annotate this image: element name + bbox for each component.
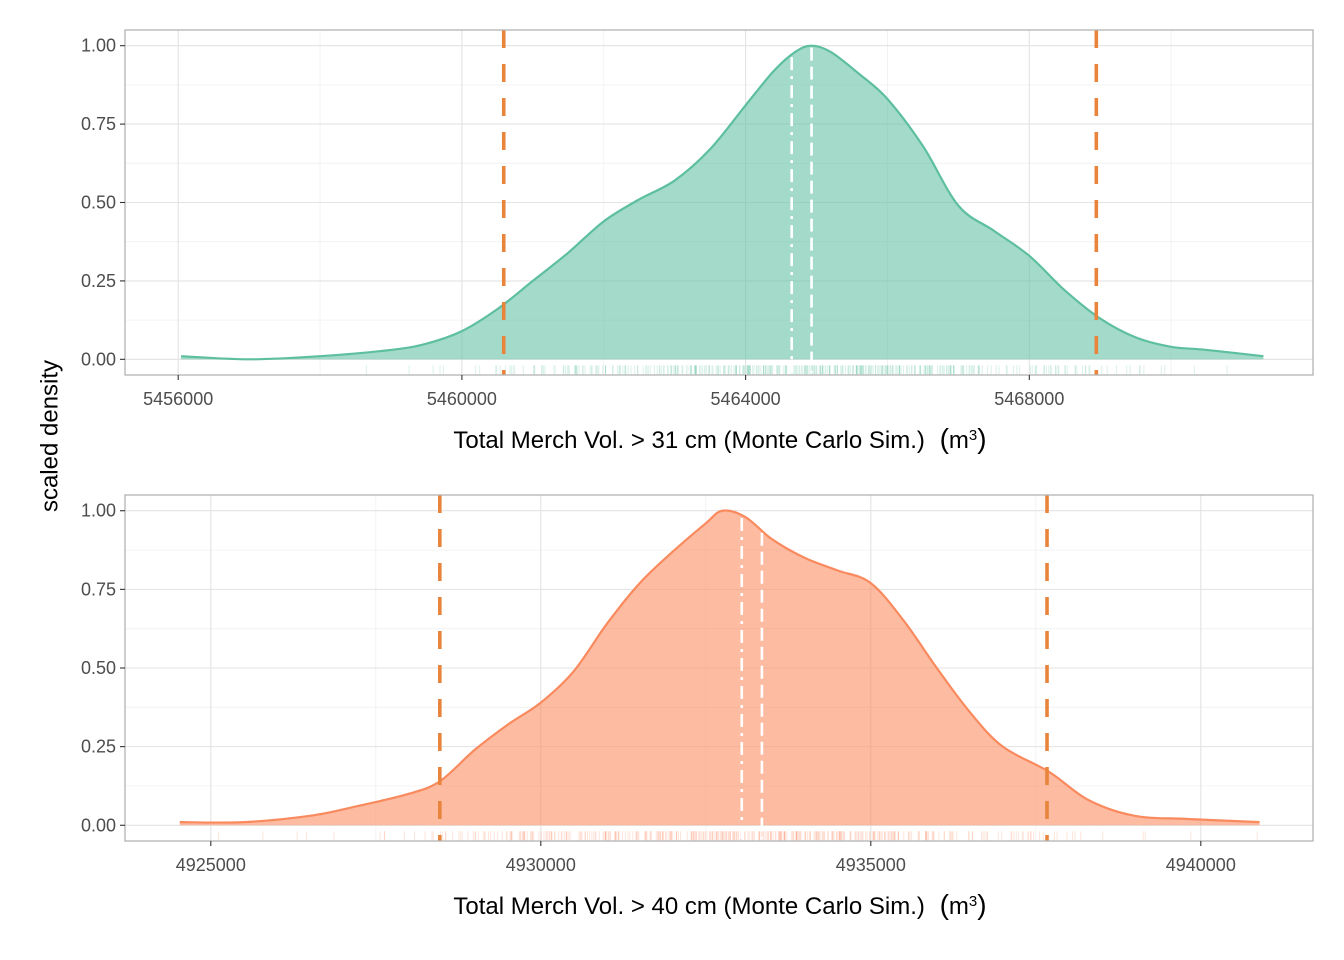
panel-bottom: 0.00 0.25 0.50 0.75 1.00 4925000 4930000 49350…	[81, 494, 1314, 920]
y-tick-label: 0.75	[81, 579, 116, 599]
x-axis-title-unit-exp: 3	[969, 893, 977, 910]
y-ticks: 0.00 0.25 0.50 0.75 1.00	[81, 36, 125, 369]
x-axis-title-unit: m	[949, 427, 969, 454]
y-tick-label: 0.00	[81, 815, 116, 835]
x-tick-label: 4935000	[836, 855, 906, 875]
y-ticks: 0.00 0.25 0.50 0.75 1.00	[81, 501, 125, 835]
x-ticks: 4925000 4930000 4935000 4940000	[176, 841, 1236, 875]
y-tick-label: 0.00	[81, 349, 116, 369]
y-tick-label: 0.25	[81, 737, 116, 757]
x-axis-title-unit-close: )	[977, 889, 986, 920]
x-tick-label: 5464000	[711, 389, 781, 409]
x-tick-label: 4925000	[176, 855, 246, 875]
x-axis-title-unit-open: (	[940, 889, 950, 920]
x-ticks: 5456000 5460000 5464000 5468000	[143, 375, 1064, 409]
density-line	[180, 44, 1264, 361]
y-tick-label: 1.00	[81, 501, 116, 521]
x-tick-label: 5456000	[143, 389, 213, 409]
x-axis-title-text: Total Merch Vol. > 31 cm (Monte Carlo Si…	[453, 427, 925, 454]
y-tick-label: 0.25	[81, 271, 116, 291]
y-tick-label: 1.00	[81, 36, 116, 56]
y-tick-label: 0.75	[81, 114, 116, 134]
x-tick-label: 4940000	[1166, 855, 1236, 875]
reference-lines	[438, 495, 1049, 841]
x-axis-title-unit-exp: 3	[969, 427, 977, 444]
x-axis-title-unit-close: )	[977, 423, 986, 454]
x-axis-title-text: Total Merch Vol. > 40 cm (Monte Carlo Si…	[453, 893, 925, 920]
x-tick-label: 4930000	[506, 855, 576, 875]
rug-marks	[365, 365, 1228, 375]
density-area	[181, 45, 1264, 360]
density-line	[179, 509, 1260, 824]
x-tick-label: 5460000	[427, 389, 497, 409]
y-tick-label: 0.50	[81, 658, 116, 678]
reference-lines	[501, 30, 1099, 375]
y-axis-title: scaled density	[37, 360, 64, 512]
rug-marks	[218, 831, 1258, 841]
x-tick-label: 5468000	[994, 389, 1064, 409]
density-area	[179, 510, 1260, 826]
x-axis-title: Total Merch Vol. > 40 cm (Monte Carlo Si…	[453, 889, 986, 920]
x-axis-title-unit-open: (	[940, 423, 950, 454]
panel-top: 0.00 0.25 0.50 0.75 1.00 5456000 5460000 54640…	[81, 29, 1314, 454]
y-tick-label: 0.50	[81, 193, 116, 213]
x-axis-title-unit: m	[949, 893, 969, 920]
x-axis-title: Total Merch Vol. > 31 cm (Monte Carlo Si…	[453, 423, 986, 454]
